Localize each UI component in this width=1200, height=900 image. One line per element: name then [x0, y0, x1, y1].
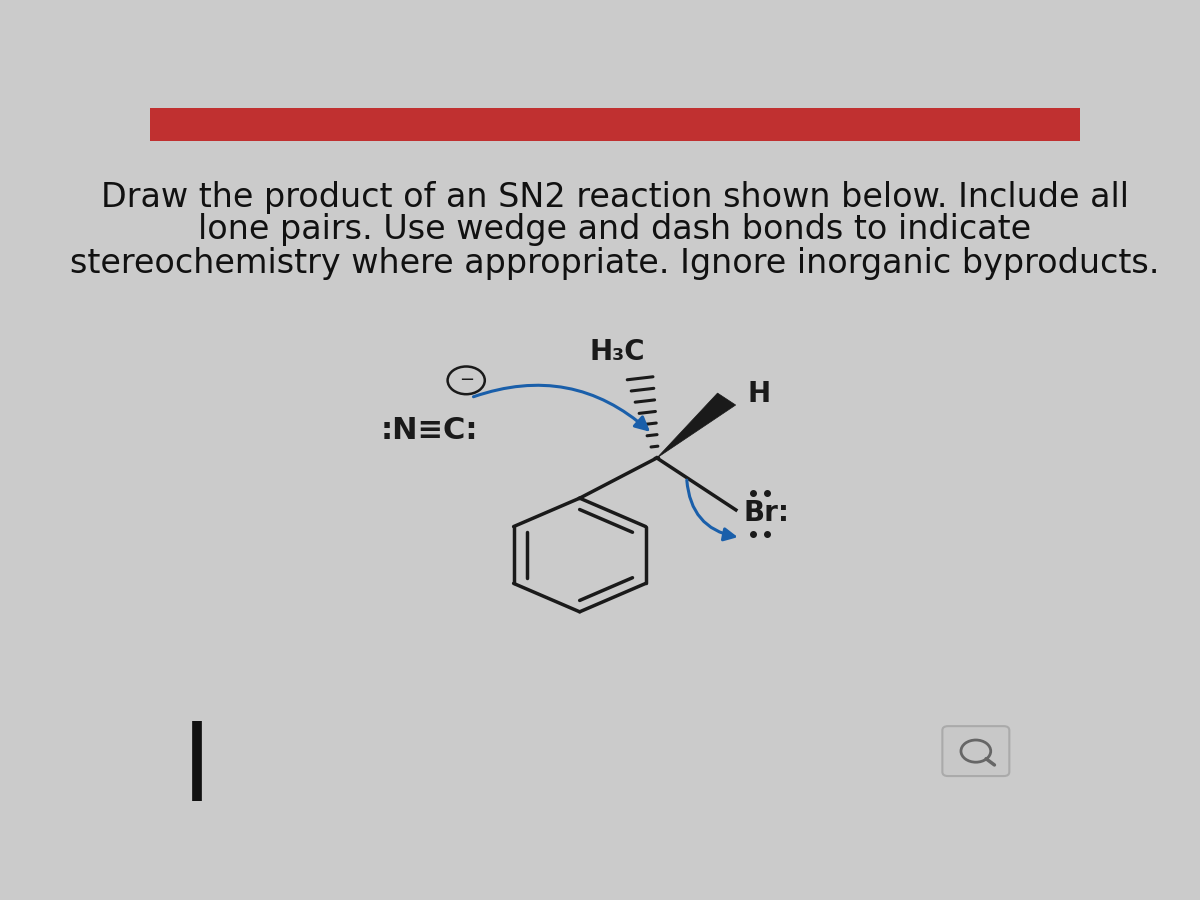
Text: Br:: Br: [743, 500, 790, 527]
Text: H₃C: H₃C [589, 338, 644, 365]
Text: :N≡C:: :N≡C: [380, 416, 478, 445]
FancyArrowPatch shape [686, 480, 734, 540]
Polygon shape [656, 393, 736, 458]
Text: lone pairs. Use wedge and dash bonds to indicate: lone pairs. Use wedge and dash bonds to … [198, 213, 1032, 247]
Text: Draw the product of an SN2 reaction shown below. Include all: Draw the product of an SN2 reaction show… [101, 181, 1129, 214]
Text: H: H [748, 380, 770, 408]
Text: stereochemistry where appropriate. Ignore inorganic byproducts.: stereochemistry where appropriate. Ignor… [71, 247, 1159, 280]
FancyBboxPatch shape [942, 726, 1009, 776]
Bar [150, 108, 1080, 141]
FancyArrowPatch shape [474, 385, 648, 429]
Text: −: − [458, 371, 474, 389]
